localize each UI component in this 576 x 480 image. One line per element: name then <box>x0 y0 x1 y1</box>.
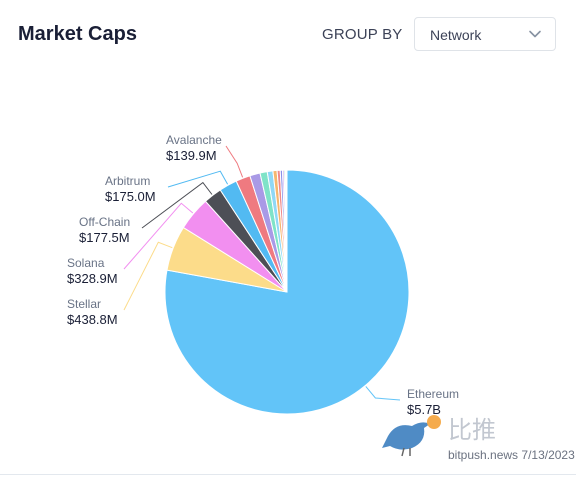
slice-label-off-chain: Off-Chain <box>79 215 130 229</box>
pie-slice-15[interactable] <box>285 169 288 293</box>
leader-line-solana <box>123 202 194 270</box>
chevron-down-icon <box>529 30 541 38</box>
leader-line-ethereum <box>365 386 401 401</box>
slice-label-avalanche: Avalanche <box>166 133 222 147</box>
page-title: Market Caps <box>18 23 137 45</box>
slice-value-arbitrum: $175.0M <box>105 189 156 204</box>
leader-line-stellar <box>123 241 173 311</box>
leader-line-off-chain <box>141 181 213 229</box>
slice-value-solana: $328.9M <box>67 271 118 286</box>
group-by-label: GROUP BY <box>322 26 403 43</box>
watermark-site: bitpush.news 7/13/2023 <box>448 448 575 462</box>
watermark-brand: 比推 <box>448 417 496 444</box>
slice-label-ethereum: Ethereum <box>407 387 459 401</box>
slice-label-arbitrum: Arbitrum <box>105 174 150 188</box>
slice-value-ethereum: $5.7B <box>407 402 441 417</box>
slice-label-solana: Solana <box>67 256 105 270</box>
leader-line-avalanche <box>225 145 244 178</box>
slice-value-off-chain: $177.5M <box>79 230 130 245</box>
slice-value-stellar: $438.8M <box>67 312 118 327</box>
group-by-select-value: Network <box>430 27 482 43</box>
leader-line-arbitrum <box>167 170 229 188</box>
slice-value-avalanche: $139.9M <box>166 148 217 163</box>
bird-logo-icon <box>382 415 441 457</box>
group-by-select[interactable]: Network <box>414 17 556 51</box>
slice-label-stellar: Stellar <box>67 297 101 311</box>
